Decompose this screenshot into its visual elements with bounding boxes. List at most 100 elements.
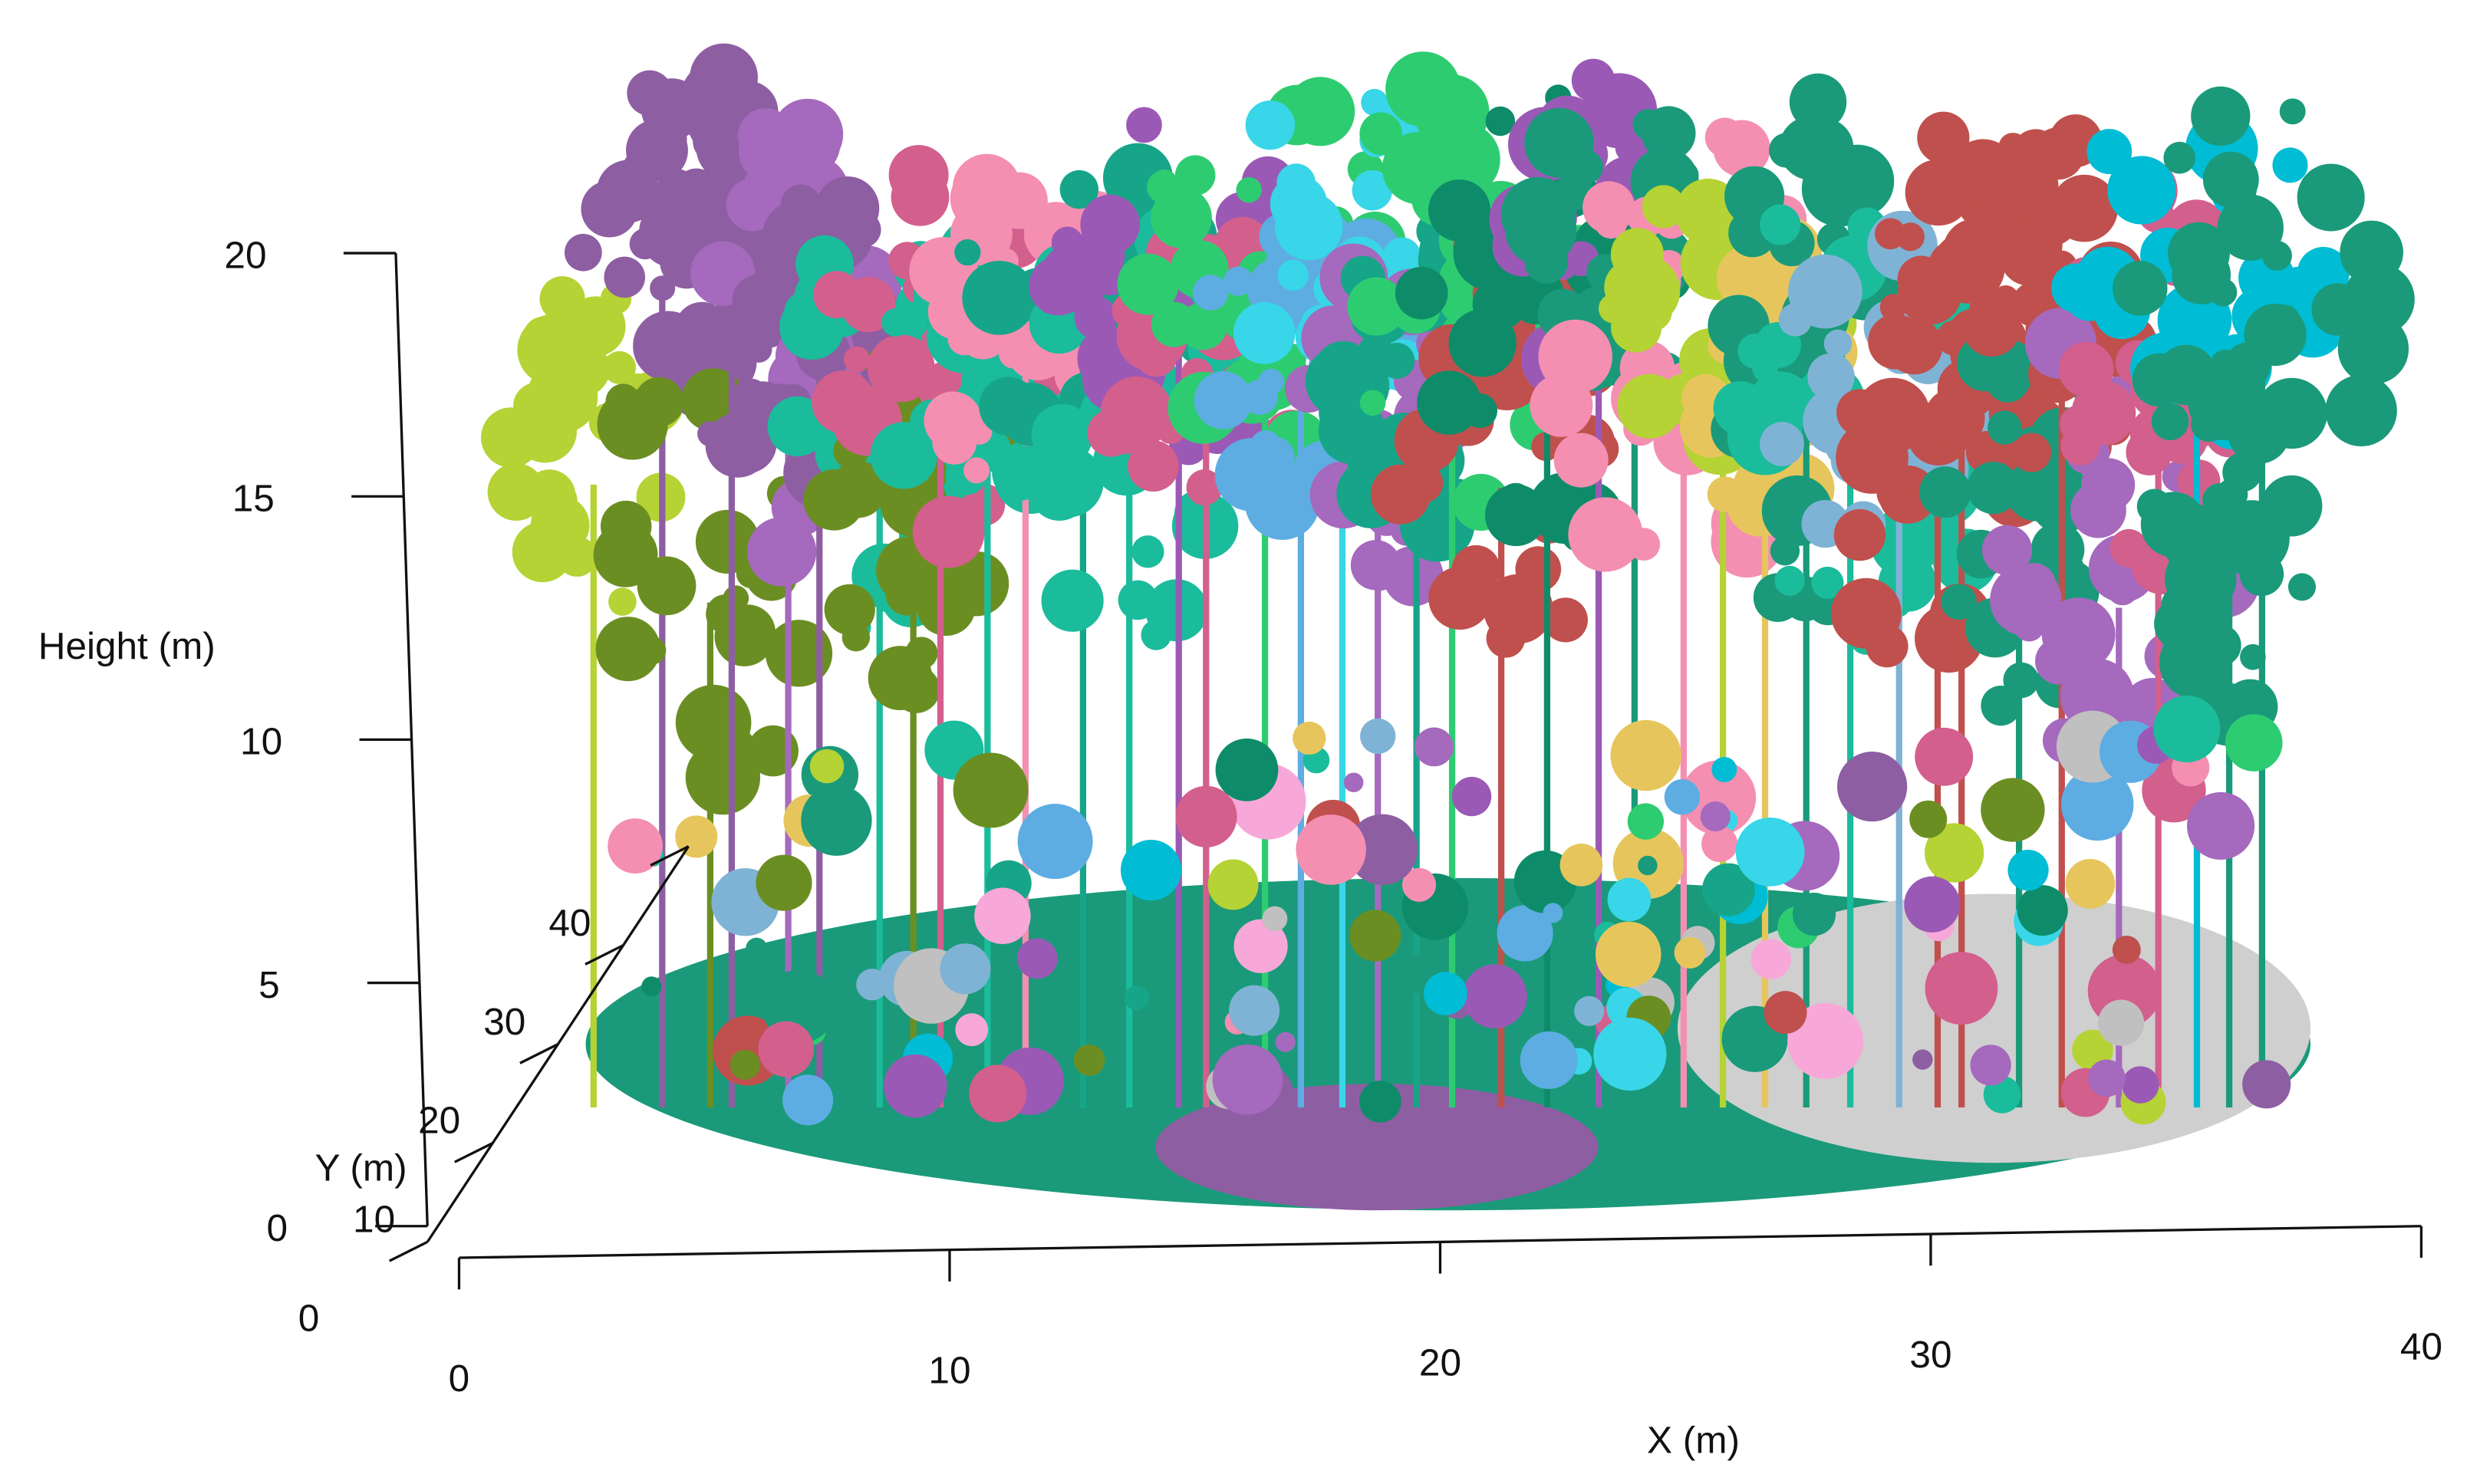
crown-blob xyxy=(1774,565,1805,596)
trunk xyxy=(659,275,666,1108)
crown-blob xyxy=(1830,577,1902,649)
trunk xyxy=(1497,488,1505,1108)
trunk xyxy=(1339,276,1346,1108)
crown-blob xyxy=(1505,194,1577,266)
crown-blob xyxy=(2297,163,2365,232)
crown-blob xyxy=(2113,261,2168,316)
crown-blob xyxy=(1359,551,1399,591)
crown-blob xyxy=(1118,580,1158,620)
crown-blob xyxy=(1245,100,1296,150)
z-axis-label: Height (m) xyxy=(38,625,216,667)
understory-blob xyxy=(1792,893,1836,936)
crown-blob xyxy=(1359,390,1386,416)
understory-blob xyxy=(1360,718,1396,755)
crown-blob xyxy=(844,346,870,373)
crown-blob xyxy=(2256,377,2327,449)
understory-blob xyxy=(2065,858,2116,909)
crown-blob xyxy=(555,341,611,397)
crown-blob xyxy=(1642,185,1685,229)
crown-blob xyxy=(2217,194,2284,261)
crown-blob xyxy=(1990,564,2062,637)
understory-blob xyxy=(1233,919,1288,973)
y-tick-label: 30 xyxy=(483,1001,525,1043)
trunk xyxy=(1079,337,1087,1108)
crown-blob xyxy=(867,334,935,403)
understory-blob xyxy=(1215,738,1279,801)
trunk xyxy=(590,484,597,1108)
understory-blob xyxy=(2017,885,2068,936)
crown-blob xyxy=(1029,256,1088,316)
crown-blob xyxy=(2267,304,2301,338)
crown-blob xyxy=(1286,77,1355,146)
crown-blob xyxy=(1100,376,1173,449)
crown-blob xyxy=(1151,169,1178,196)
understory-blob xyxy=(1610,719,1681,791)
crown-blob xyxy=(868,646,933,711)
crown-blob xyxy=(2163,141,2196,174)
crown-blob xyxy=(1919,466,1971,518)
trunk xyxy=(816,361,823,1108)
crown-blob xyxy=(1898,260,1962,325)
understory-blob xyxy=(1909,800,1948,838)
understory-blob xyxy=(1735,817,1805,887)
crown-blob xyxy=(1922,397,1968,443)
understory-blob xyxy=(1912,1049,1933,1070)
crown-blob xyxy=(824,584,875,635)
understory-blob xyxy=(1229,985,1280,1036)
trunk xyxy=(1448,360,1456,1108)
understory-blob xyxy=(1424,972,1467,1015)
crown-blob xyxy=(1385,51,1461,127)
crown-blob xyxy=(634,377,684,427)
crown-blob xyxy=(626,119,688,182)
crown-blob xyxy=(1583,181,1635,234)
crown-blob xyxy=(693,117,739,164)
crown-blob xyxy=(2156,344,2217,406)
crown-blob xyxy=(595,617,660,682)
understory-blob xyxy=(758,1021,815,1078)
understory-blob xyxy=(1970,1045,2011,1086)
crown-blob xyxy=(1128,440,1179,492)
y-tick xyxy=(519,1043,559,1064)
crown-blob xyxy=(2060,405,2098,443)
understory-blob xyxy=(1543,903,1563,923)
understory-blob xyxy=(1674,936,1706,969)
x-tick-label: 20 xyxy=(1419,1341,1461,1384)
crown-blob xyxy=(2202,151,2259,208)
understory-blob xyxy=(1681,760,1757,835)
y-tick xyxy=(650,845,690,867)
crown-blob xyxy=(1395,266,1448,320)
crown-blob xyxy=(1236,176,1262,203)
z-tick-label: 0 xyxy=(266,1207,288,1249)
crown-blob xyxy=(1378,342,1415,380)
y-tick-label: 10 xyxy=(353,1199,395,1241)
crown-blob xyxy=(564,233,602,271)
y-tick-label: 40 xyxy=(548,902,591,944)
understory-blob xyxy=(1607,877,1652,922)
crown-blob xyxy=(1041,569,1104,632)
trunk xyxy=(1126,462,1133,1108)
x-tick-label: 0 xyxy=(449,1357,470,1400)
crown-blob xyxy=(1383,237,1421,275)
crown-blob xyxy=(2199,624,2241,666)
crown-blob xyxy=(1967,462,2020,515)
crown-blob xyxy=(1233,302,1296,364)
understory-blob xyxy=(1559,844,1603,887)
understory-blob xyxy=(1595,921,1662,988)
crown-blob xyxy=(2172,245,2231,304)
crown-blob xyxy=(2058,341,2114,397)
crown-blob xyxy=(726,178,779,232)
understory-blob xyxy=(1925,952,1998,1025)
crown-blob xyxy=(539,276,585,322)
understory-blob xyxy=(1343,772,1364,792)
crown-blob xyxy=(2272,147,2308,183)
understory-blob xyxy=(730,1049,760,1080)
crown-blob xyxy=(746,517,817,587)
crown-blob xyxy=(881,308,911,337)
z-tick-label: 15 xyxy=(232,478,275,520)
y-tick-label: 20 xyxy=(418,1100,460,1142)
crown-blob xyxy=(1224,266,1253,296)
trunk xyxy=(1203,412,1210,1108)
y-tick xyxy=(585,944,624,966)
trunk xyxy=(1631,277,1638,1108)
